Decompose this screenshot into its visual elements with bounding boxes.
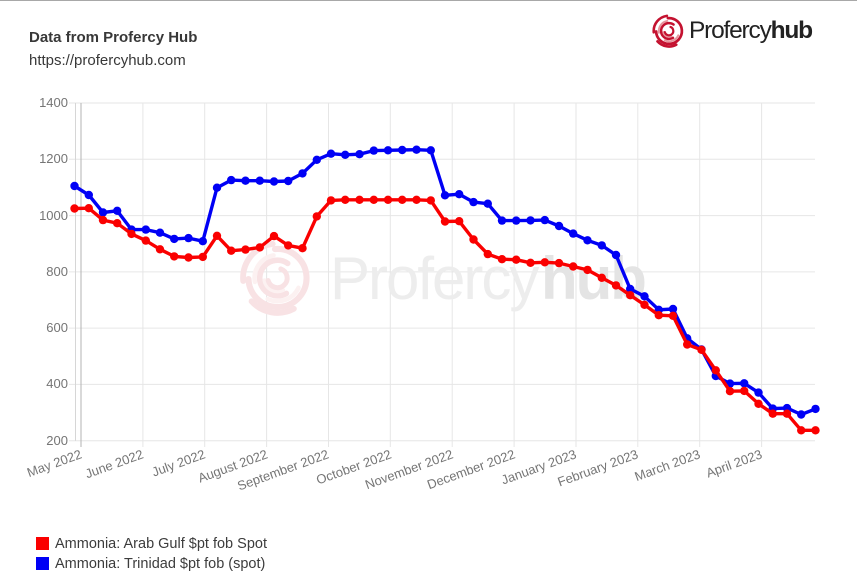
svg-text:Profercy: Profercy bbox=[330, 245, 539, 312]
svg-text:hub: hub bbox=[541, 245, 645, 312]
